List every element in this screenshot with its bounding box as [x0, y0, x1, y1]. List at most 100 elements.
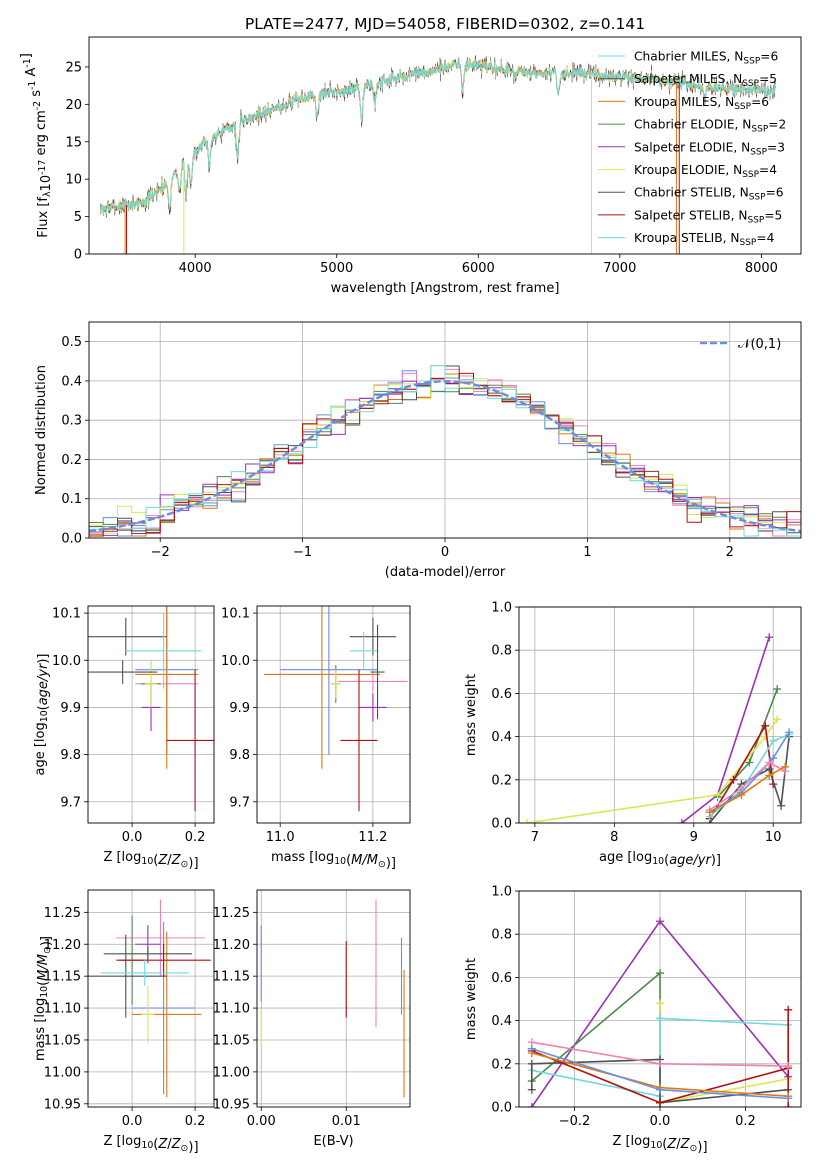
- weight-point-marker: [527, 1103, 536, 1107]
- weight-point-marker: [784, 1061, 793, 1070]
- y-tick-label: 11.15: [213, 970, 250, 985]
- weight-point-marker: [777, 801, 786, 810]
- y-tick-label: 0.8: [491, 644, 512, 659]
- weight-point-marker: [785, 728, 794, 737]
- y-tick-label: 11.25: [213, 906, 250, 921]
- y-tick-label: 11.05: [213, 1033, 250, 1048]
- x-tick-label: −0.2: [559, 1114, 591, 1129]
- errorbar-point: [100, 960, 189, 986]
- spectrum-model-line: [99, 58, 776, 215]
- grid: [257, 890, 410, 1107]
- errorbar-point: [144, 660, 158, 708]
- x-tick-label: 0.2: [185, 1114, 206, 1129]
- weight-point-marker: [656, 1085, 664, 1094]
- y-tick-label: 0.0: [61, 532, 82, 547]
- y-axis-label: age [log10(age/yr)]: [33, 653, 51, 775]
- gaussian-curve: [89, 380, 801, 533]
- y-axis-label: Normed distribution: [34, 365, 49, 495]
- weight-point-marker: [784, 1103, 793, 1107]
- y-tick-label: 11.00: [213, 1065, 250, 1080]
- y-tick-label: 0.0: [491, 1101, 512, 1116]
- x-tick-label: 11.2: [358, 830, 387, 845]
- x-axis-label: E(B-V): [313, 1134, 353, 1149]
- legend-label: Salpeter ELODIE, NSSP=3: [634, 140, 785, 157]
- x-tick-label: 0.01: [332, 1114, 361, 1129]
- y-tick-label: 0.3: [61, 414, 82, 429]
- axes-mass-vs-Z: 0.0 0.2 10.95 11.00 11.05 11.10 11.15 11.20 11.2…: [33, 889, 215, 1155]
- grid: [519, 606, 801, 824]
- weight-point-marker: [705, 808, 714, 817]
- x-tick-label: 8000: [745, 261, 778, 276]
- weight-point-marker: [713, 790, 722, 799]
- axes-age-vs-mass: 11.0 11.2 9.7 9.8 9.9 10.0 10.1 mass [log10(M/M…: [221, 605, 411, 871]
- x-tick-label: 0.0: [122, 1114, 143, 1129]
- x-tick-label: −2: [151, 545, 170, 560]
- weight-series-line: [709, 766, 786, 813]
- y-tick-label: 0: [74, 248, 82, 263]
- errorbar-point: [88, 934, 167, 1018]
- y-axis-label: Flux [fλ10-17 erg cm-2 s-1 A-1]: [19, 53, 54, 238]
- y-tick-label: 1.0: [491, 601, 512, 616]
- y-tick-label: 0.6: [491, 971, 512, 986]
- y-tick-label: 1.0: [491, 885, 512, 900]
- y-tick-label: 9.8: [229, 748, 250, 763]
- weight-point-marker: [656, 1014, 664, 1023]
- weight-point-marker: [522, 819, 531, 823]
- y-tick-label: 9.9: [229, 701, 250, 716]
- weight-point-marker: [761, 732, 770, 741]
- grid: [88, 890, 214, 1107]
- y-tick-label: 10.1: [221, 607, 250, 622]
- axes-frame: [256, 605, 411, 824]
- x-axis-label: (data-model)/error: [385, 565, 506, 580]
- errorbar-point: [135, 606, 199, 769]
- legend-label: Kroupa ELODIE, NSSP=4: [634, 163, 777, 180]
- weight-point-marker: [656, 917, 664, 926]
- y-tick-label: 11.00: [44, 1065, 81, 1080]
- legend: 𝒩(0,1): [700, 337, 781, 352]
- y-tick-label: 10: [65, 173, 82, 188]
- x-tick-label: 10: [765, 830, 782, 845]
- x-axis-label: Z [log10(Z/Z⊙)]: [103, 850, 198, 871]
- plot-area: [89, 364, 801, 537]
- y-tick-label: 0.2: [491, 773, 512, 788]
- plot-area: [263, 606, 408, 812]
- y-tick-label: 25: [65, 60, 82, 75]
- x-axis-label: wavelength [Angstrom, rest frame]: [331, 281, 560, 296]
- x-axis-label: mass [log10(M/M⊙)]: [271, 850, 396, 871]
- legend-label: Salpeter MILES, NSSP=5: [634, 72, 777, 89]
- y-tick-label: 0.4: [61, 374, 82, 389]
- x-tick-label: 6000: [462, 261, 495, 276]
- y-tick-label: 0.4: [491, 1014, 512, 1029]
- axes-frame: [87, 889, 215, 1108]
- grid: [257, 606, 410, 823]
- weight-point-marker: [527, 1059, 536, 1068]
- weight-point-marker: [784, 1005, 793, 1014]
- weight-series-line: [708, 723, 774, 820]
- y-tick-label: 11.10: [44, 1002, 81, 1017]
- y-tick-label: 0.2: [61, 453, 82, 468]
- weight-point-marker: [765, 771, 774, 780]
- weight-point-marker: [656, 1059, 664, 1068]
- axes-massweight-vs-age: 7 8 9 10 0.0 0.2 0.4 0.6 0.8 1.0 age [log10(age/yr…: [464, 601, 802, 868]
- axes-mass-vs-ebv: 0.00 0.01 10.95 11.00 11.05 11.10 11.15 11.20 11…: [213, 889, 411, 1149]
- chart-title: PLATE=2477, MJD=54058, FIBERID=0302, z=0…: [245, 15, 645, 33]
- legend-label: Chabrier STELIB, NSSP=6: [634, 186, 784, 203]
- errorbar-point: [349, 631, 378, 670]
- legend-label: Kroupa MILES, NSSP=6: [634, 95, 769, 112]
- y-tick-label: 10.95: [44, 1097, 81, 1112]
- y-axis-label: mass [log10(M/M⊙)]: [33, 936, 54, 1061]
- axes-frame: [518, 606, 802, 824]
- plot-area: [99, 55, 776, 254]
- y-tick-label: 10.95: [213, 1097, 250, 1112]
- plot-area: [88, 606, 214, 812]
- weight-point-marker: [656, 1098, 664, 1107]
- x-tick-label: 0.00: [247, 1114, 276, 1129]
- axes-frame: [518, 890, 802, 1108]
- errorbar-point: [370, 624, 385, 720]
- y-axis-label: mass weight: [464, 674, 479, 756]
- y-tick-label: 11.15: [44, 970, 81, 985]
- histogram-step-line: [89, 365, 801, 537]
- weight-point-marker: [745, 758, 754, 767]
- axes-residuals: −2 −1 0 1 2 0.0 0.1 0.2 0.3 0.4 0.5 (data-model)/er…: [34, 321, 802, 580]
